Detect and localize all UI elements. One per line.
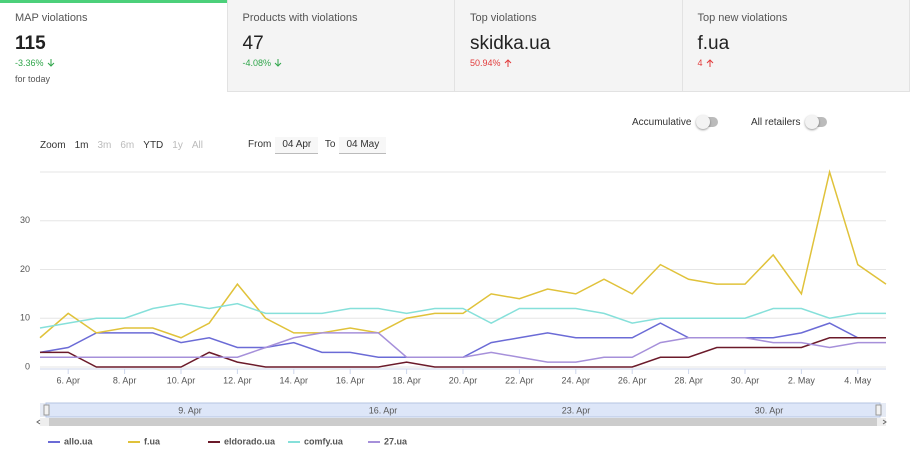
card-label: Top violations <box>470 12 537 24</box>
from-input[interactable]: 04 Apr <box>275 137 319 154</box>
y-tick-label: 10 <box>20 313 30 323</box>
x-tick-label: 18. Apr <box>392 375 421 385</box>
series-line <box>40 337 886 368</box>
card-change: -4.08% <box>243 58 440 68</box>
toggle-label: Accumulative <box>632 117 692 128</box>
from-label: From <box>248 139 272 150</box>
y-tick-label: 30 <box>20 215 30 225</box>
x-tick-label: 6. Apr <box>56 375 80 385</box>
zoom-control: Zoom 1m 3m 6m YTD 1y All <box>40 140 212 151</box>
legend-label: 27.ua <box>384 436 408 446</box>
change-text: -4.08% <box>242 58 272 68</box>
toggle-control[interactable]: Accumulative <box>632 115 719 130</box>
navigator-label: 23. Apr <box>562 405 591 415</box>
x-tick-label: 24. Apr <box>562 375 591 385</box>
change-text: 50.94% <box>470 58 501 68</box>
kpi-card[interactable]: MAP violations 115 -3.36% for today <box>0 0 228 92</box>
card-change: 4 <box>698 58 895 68</box>
x-tick-label: 10. Apr <box>167 375 196 385</box>
legend-label: eldorado.ua <box>224 436 276 446</box>
toggle-switch[interactable] <box>805 115 828 130</box>
card-value: skidka.ua <box>470 33 551 54</box>
card-value: 47 <box>242 33 264 54</box>
navigator-label: 9. Apr <box>178 405 202 415</box>
scroll-arrows <box>36 419 887 425</box>
zoom-button[interactable]: 6m <box>120 140 135 151</box>
series-line <box>40 332 886 363</box>
card-value: 115 <box>15 33 46 54</box>
y-tick-label: 20 <box>20 264 30 274</box>
zoom-label: Zoom <box>40 140 66 151</box>
zoom-button[interactable]: 1y <box>172 140 183 151</box>
card-change: -3.36% <box>15 58 212 68</box>
arrow-up <box>504 59 511 67</box>
change-text: 4 <box>697 58 703 68</box>
x-tick-label: 2. May <box>788 375 816 385</box>
change-text: -3.36% <box>15 58 44 68</box>
arrow-up <box>706 59 713 67</box>
navigator-handle[interactable] <box>875 404 882 416</box>
navigator-label: 16. Apr <box>369 405 398 415</box>
x-tick-label: 8. Apr <box>113 375 137 385</box>
series-line <box>39 322 886 358</box>
y-tick-label: 0 <box>25 361 30 371</box>
x-tick-label: 20. Apr <box>449 375 478 385</box>
date-range: From 04 Apr To 04 May <box>248 137 390 154</box>
card-value: f.ua <box>697 33 730 54</box>
to-input[interactable]: 04 May <box>339 137 387 154</box>
zoom-button[interactable]: 3m <box>97 140 112 151</box>
scrollbar-thumb[interactable] <box>49 418 877 426</box>
kpi-card[interactable]: Top violations skidka.ua 50.94% <box>455 0 683 92</box>
x-tick-label: 14. Apr <box>280 375 309 385</box>
navigator-window <box>45 402 881 418</box>
card-label: Top new violations <box>697 12 788 24</box>
x-tick-label: 26. Apr <box>618 375 647 385</box>
series-line <box>39 302 886 329</box>
legend-label: allo.ua <box>64 436 94 446</box>
series-line <box>39 169 887 339</box>
toggle-control[interactable]: All retailers <box>751 115 828 130</box>
card-note: for today <box>15 74 51 84</box>
x-tick-label: 28. Apr <box>674 375 703 385</box>
navigator-handle[interactable] <box>43 404 50 416</box>
card-label: Products with violations <box>242 12 358 24</box>
zoom-button[interactable]: 1m <box>74 140 89 151</box>
zoom-button[interactable]: All <box>191 140 203 151</box>
kpi-card[interactable]: Top new violations f.ua 4 <box>682 0 910 92</box>
toggle-label: All retailers <box>751 117 801 128</box>
arrow-down <box>47 59 54 67</box>
legend-label: f.ua <box>144 436 161 446</box>
zoom-button[interactable]: YTD <box>143 140 164 151</box>
x-tick-label: 22. Apr <box>505 375 534 385</box>
navigator-bg <box>40 403 886 417</box>
x-tick-label: 30. Apr <box>731 375 760 385</box>
arrow-down <box>274 59 282 67</box>
x-tick-label: 4. May <box>844 375 872 385</box>
x-tick-label: 12. Apr <box>223 375 252 385</box>
kpi-card[interactable]: Products with violations 47 -4.08% <box>227 0 455 92</box>
x-tick-label: 16. Apr <box>336 375 365 385</box>
toggle-switch[interactable] <box>696 115 719 130</box>
to-label: To <box>324 139 336 150</box>
card-change: 50.94% <box>470 58 667 68</box>
kpi-cards: MAP violations 115 -3.36% for today Prod… <box>0 0 910 92</box>
scrollbar-track <box>40 418 886 426</box>
legend-label: comfy.ua <box>304 436 344 446</box>
card-label: MAP violations <box>15 12 88 24</box>
navigator-label: 30. Apr <box>755 405 784 415</box>
